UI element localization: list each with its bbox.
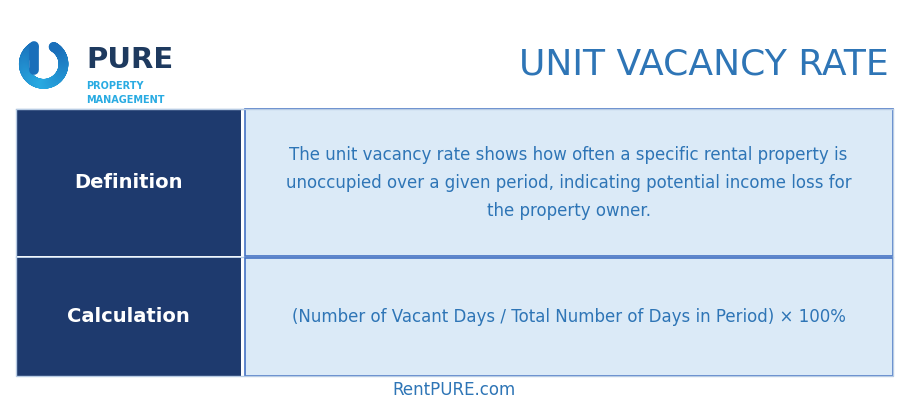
FancyBboxPatch shape xyxy=(16,109,241,256)
Text: The unit vacancy rate shows how often a specific rental property is
unoccupied o: The unit vacancy rate shows how often a … xyxy=(285,146,852,220)
Text: Definition: Definition xyxy=(75,173,183,192)
Text: PROPERTY
MANAGEMENT: PROPERTY MANAGEMENT xyxy=(86,81,165,105)
Text: PURE: PURE xyxy=(86,46,174,74)
Text: RentPURE.com: RentPURE.com xyxy=(393,381,516,399)
Text: (Number of Vacant Days / Total Number of Days in Period) × 100%: (Number of Vacant Days / Total Number of… xyxy=(292,308,845,326)
FancyBboxPatch shape xyxy=(245,258,893,376)
FancyBboxPatch shape xyxy=(16,258,241,376)
Text: Calculation: Calculation xyxy=(67,307,190,327)
Text: UNIT VACANCY RATE: UNIT VACANCY RATE xyxy=(519,47,889,81)
FancyBboxPatch shape xyxy=(245,109,893,256)
